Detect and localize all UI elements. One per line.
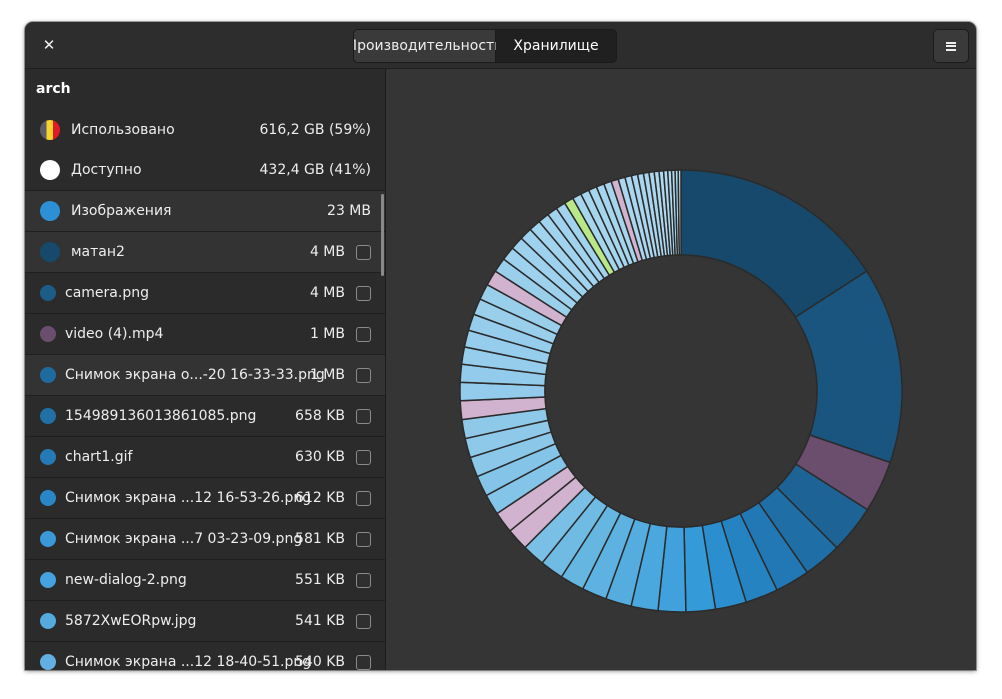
item-name: 154989136013861085.png	[65, 408, 257, 424]
item-size: 658 KB	[295, 408, 345, 424]
item-name: матан2	[71, 244, 125, 260]
list-item[interactable]: video (4).mp4 1 MB	[25, 313, 385, 354]
item-checkbox[interactable]	[356, 654, 371, 670]
item-checkbox[interactable]	[356, 613, 371, 629]
item-color-icon	[40, 285, 56, 301]
free-summary-row: Доступно 432,4 GB (41%)	[25, 150, 385, 190]
item-checkbox[interactable]	[356, 572, 371, 588]
used-value: 616,2 GB (59%)	[259, 122, 371, 138]
list-item[interactable]: Снимок экрана о...-20 16-33-33.png 1 MB	[25, 354, 385, 395]
tab-performance[interactable]: Производительность	[354, 30, 502, 62]
free-value: 432,4 GB (41%)	[259, 162, 371, 178]
item-name: Снимок экрана ...12 16-53-26.png	[65, 490, 312, 506]
item-name: camera.png	[65, 285, 149, 301]
tab-storage[interactable]: Хранилище	[496, 30, 616, 62]
item-color-icon	[40, 490, 56, 506]
item-checkbox[interactable]	[356, 326, 371, 342]
item-checkbox[interactable]	[356, 490, 371, 506]
item-color-icon	[40, 654, 56, 670]
list-item[interactable]: 5872XwEORpw.jpg 541 KB	[25, 600, 385, 641]
list-item[interactable]: Снимок экрана ...12 16-53-26.png 612 KB	[25, 477, 385, 518]
item-size: 4 MB	[309, 244, 345, 260]
list-item[interactable]: new-dialog-2.png 551 KB	[25, 559, 385, 600]
main-menu-button[interactable]	[933, 29, 969, 63]
item-color-icon	[40, 613, 56, 629]
item-checkbox[interactable]	[356, 367, 371, 383]
free-label: Доступно	[71, 162, 142, 178]
file-list: Изображения 23 MB матан2 4 MB camera.png 4 MB…	[25, 190, 385, 670]
item-color-icon	[40, 367, 56, 383]
used-legend-icon	[40, 120, 60, 140]
item-name: Снимок экрана о...-20 16-33-33.png	[65, 367, 325, 383]
free-legend-icon	[40, 160, 60, 180]
list-item[interactable]: 154989136013861085.png 658 KB	[25, 395, 385, 436]
item-name: chart1.gif	[65, 449, 133, 465]
close-icon: ✕	[42, 36, 56, 54]
item-size: 1 MB	[309, 367, 345, 383]
item-color-icon	[40, 572, 56, 588]
item-checkbox[interactable]	[356, 449, 371, 465]
used-summary-row: Использовано 616,2 GB (59%)	[25, 110, 385, 150]
item-size: 23 MB	[327, 203, 371, 219]
list-item[interactable]: матан2 4 MB	[25, 231, 385, 272]
item-name: 5872XwEORpw.jpg	[65, 613, 197, 629]
item-color-icon	[40, 242, 60, 262]
item-size: 540 KB	[295, 654, 345, 670]
storage-window: ✕ Производительность Хранилище arch Испо…	[25, 22, 976, 670]
item-color-icon	[40, 449, 56, 465]
item-size: 541 KB	[295, 613, 345, 629]
item-name: video (4).mp4	[65, 326, 164, 342]
item-color-icon	[40, 408, 56, 424]
storage-donut-chart	[459, 169, 903, 613]
view-switcher: Производительность Хранилище	[353, 29, 617, 63]
list-item[interactable]: Изображения 23 MB	[25, 190, 385, 231]
used-label: Использовано	[71, 122, 175, 138]
item-color-icon	[40, 201, 60, 221]
item-size: 630 KB	[295, 449, 345, 465]
disk-name: arch	[36, 81, 71, 97]
item-name: new-dialog-2.png	[65, 572, 187, 588]
item-checkbox[interactable]	[356, 408, 371, 424]
close-button[interactable]: ✕	[33, 30, 65, 60]
headerbar: ✕ Производительность Хранилище	[25, 22, 976, 69]
list-item[interactable]: Снимок экрана ...12 18-40-51.png 540 KB	[25, 641, 385, 670]
item-checkbox[interactable]	[356, 285, 371, 301]
item-color-icon	[40, 531, 56, 547]
storage-sidebar: arch Использовано 616,2 GB (59%) Доступн…	[25, 69, 386, 670]
item-size: 581 KB	[295, 531, 345, 547]
donut-hole	[544, 254, 818, 528]
item-checkbox[interactable]	[356, 531, 371, 547]
hamburger-icon	[946, 41, 956, 51]
donut-slice[interactable]	[677, 169, 682, 256]
item-size: 4 MB	[309, 285, 345, 301]
item-size: 551 KB	[295, 572, 345, 588]
list-item[interactable]: chart1.gif 630 KB	[25, 436, 385, 477]
item-size: 612 KB	[295, 490, 345, 506]
item-checkbox[interactable]	[356, 244, 371, 260]
list-item[interactable]: Снимок экрана ...7 03-23-09.png 581 KB	[25, 518, 385, 559]
list-item[interactable]: camera.png 4 MB	[25, 272, 385, 313]
item-color-icon	[40, 326, 56, 342]
item-name: Снимок экрана ...7 03-23-09.png	[65, 531, 303, 547]
item-name: Изображения	[71, 203, 172, 219]
storage-chart-area	[386, 69, 976, 670]
list-scrollbar[interactable]	[381, 194, 384, 276]
item-name: Снимок экрана ...12 18-40-51.png	[65, 654, 312, 670]
item-size: 1 MB	[309, 326, 345, 342]
